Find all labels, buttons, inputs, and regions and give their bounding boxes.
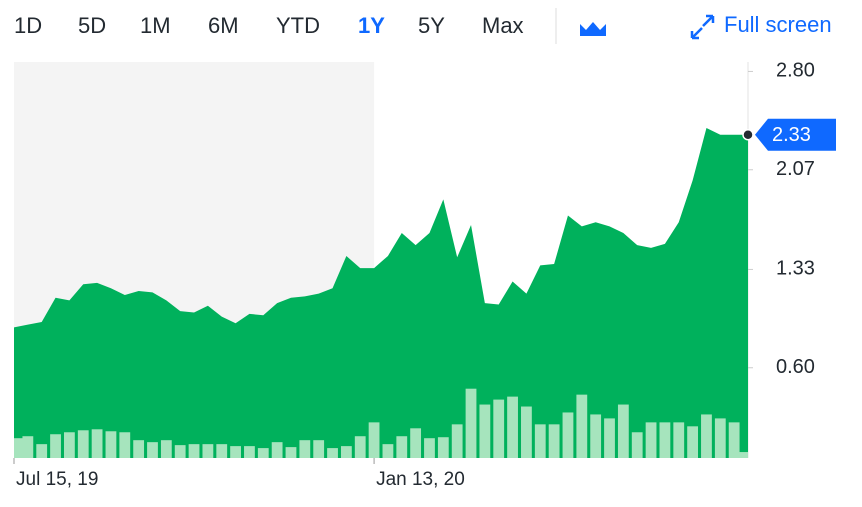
current-price-dot (742, 128, 754, 141)
volume-bar (687, 426, 699, 458)
range-button[interactable]: 1D (14, 13, 42, 38)
volume-bar (382, 444, 394, 458)
range-button[interactable]: 5D (78, 13, 106, 38)
volume-bar (133, 440, 145, 458)
volume-bar (91, 429, 103, 458)
volume-bar (36, 444, 48, 458)
volume-bar (576, 394, 588, 458)
volume-bar (451, 424, 463, 458)
range-button[interactable]: YTD (276, 13, 320, 38)
volume-bar (147, 442, 158, 458)
volume-bar (737, 452, 748, 458)
volume-bar (548, 424, 560, 458)
volume-bar (202, 444, 214, 458)
volume-bar (604, 418, 615, 458)
volume-bar (188, 444, 200, 458)
y-tick-label: 1.33 (776, 258, 815, 280)
volume-bar (465, 388, 477, 458)
range-button[interactable]: 5Y (418, 13, 445, 38)
volume-bar (701, 414, 712, 458)
fullscreen-icon[interactable] (690, 14, 715, 40)
x-tick-label: Jan 13, 20 (376, 469, 465, 490)
range-button[interactable]: 6M (208, 13, 239, 38)
volume-bar (257, 448, 269, 458)
volume-bar (410, 428, 422, 458)
volume-bar (340, 446, 352, 458)
current-price-tag (755, 118, 836, 151)
y-tick-label: 0.60 (776, 356, 815, 378)
volume-bar (105, 431, 117, 458)
volume-bar (728, 422, 740, 458)
volume-bar (507, 396, 518, 458)
volume-bar (659, 422, 671, 458)
volume-bar (230, 446, 241, 458)
volume-bar (437, 437, 449, 458)
volume-bar (63, 432, 75, 458)
volume-bar (174, 445, 186, 458)
volume-bar (160, 440, 172, 458)
volume-bar (285, 447, 297, 458)
volume-bar (396, 436, 408, 458)
chart-type-icon[interactable] (580, 22, 606, 36)
range-button[interactable]: Max (482, 13, 524, 38)
volume-bar (327, 448, 338, 458)
volume-bar (14, 438, 25, 458)
fullscreen-button[interactable]: Full screen (724, 12, 832, 37)
volume-bar (354, 436, 366, 458)
volume-bar (22, 436, 34, 458)
volume-bar (617, 404, 629, 458)
y-tick-label: 2.07 (776, 158, 815, 180)
range-button[interactable]: 1M (140, 13, 171, 38)
volume-bar (631, 432, 643, 458)
x-tick-label: Jul 15, 19 (16, 469, 98, 490)
volume-bar (271, 442, 283, 458)
volume-bar (493, 399, 505, 458)
range-button[interactable]: 1Y (358, 13, 385, 38)
volume-bar (673, 422, 685, 458)
volume-bar (562, 412, 574, 458)
volume-bar (313, 440, 325, 458)
price-area (14, 128, 748, 458)
volume-bar (216, 444, 228, 458)
volume-bar (479, 404, 491, 458)
y-tick-label: 2.80 (776, 60, 815, 82)
volume-bar (50, 434, 61, 458)
volume-bar (368, 422, 380, 458)
volume-bar (424, 438, 435, 458)
current-price-label: 2.33 (772, 124, 811, 146)
volume-bar (244, 446, 255, 458)
volume-bar (299, 440, 311, 458)
volume-bar (77, 430, 89, 458)
volume-bar (714, 418, 726, 458)
volume-bar (590, 414, 602, 458)
volume-bar (534, 424, 546, 458)
volume-bar (119, 432, 131, 458)
volume-bar (521, 406, 532, 458)
volume-bar (645, 422, 657, 458)
